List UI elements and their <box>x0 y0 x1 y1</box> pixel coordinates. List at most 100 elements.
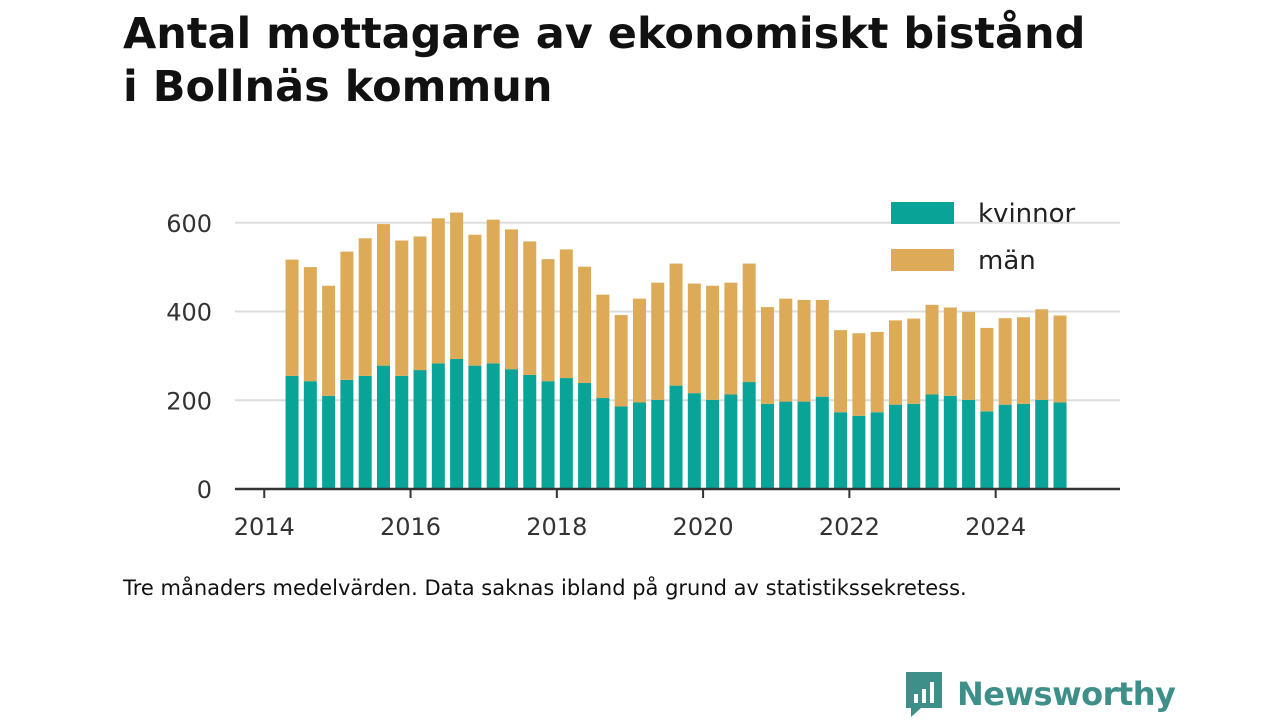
bar-man <box>322 285 336 396</box>
bar-kvinnor <box>797 401 811 489</box>
bar-kvinnor <box>468 365 482 489</box>
bar-kvinnor <box>523 374 537 489</box>
legend-label-man: män <box>978 246 1036 276</box>
bar-kvinnor <box>285 375 299 489</box>
bar-kvinnor <box>1016 403 1030 489</box>
x-tick-label: 2020 <box>673 513 734 541</box>
bar-man <box>706 285 720 400</box>
bar-man <box>486 219 500 364</box>
bar-kvinnor <box>815 396 829 489</box>
bar-man <box>943 307 957 396</box>
bar-man <box>1053 315 1067 403</box>
bar-man <box>998 318 1012 405</box>
bar-kvinnor <box>925 394 939 489</box>
bar-man <box>578 266 592 383</box>
bar-kvinnor <box>358 375 372 489</box>
bar-man <box>724 282 738 395</box>
bar-man <box>376 224 390 366</box>
bar-kvinnor <box>907 403 921 489</box>
bar-man <box>797 299 811 402</box>
bar-kvinnor <box>486 363 500 489</box>
bar-man <box>852 333 866 416</box>
brand-logo: Newsworthy <box>903 668 1176 720</box>
bar-man <box>431 218 445 364</box>
bar-kvinnor <box>413 370 427 489</box>
x-tick-label: 2018 <box>526 513 587 541</box>
bar-man <box>687 283 701 394</box>
bar-kvinnor <box>450 358 464 489</box>
bar-kvinnor <box>303 381 317 489</box>
chart-title-line-2: i Bollnäs kommun <box>123 62 553 112</box>
bar-kvinnor <box>669 385 683 489</box>
bar-man <box>614 315 628 407</box>
bar-man <box>559 249 573 379</box>
bar-man <box>395 240 409 376</box>
bar-man <box>742 263 756 383</box>
bar-kvinnor <box>687 393 701 489</box>
bar-kvinnor <box>395 375 409 489</box>
bar-man <box>523 241 537 375</box>
bar-kvinnor <box>870 412 884 489</box>
bar-kvinnor <box>559 378 573 489</box>
bar-kvinnor <box>834 412 848 489</box>
bar-man <box>962 311 976 400</box>
y-tick-label: 0 <box>197 476 212 504</box>
bar-man <box>340 251 354 380</box>
chart-note: Tre månaders medelvärden. Data saknas ib… <box>123 576 967 600</box>
bar-man <box>651 282 665 400</box>
x-tick-label: 2014 <box>234 513 295 541</box>
bar-kvinnor <box>962 399 976 489</box>
bar-man <box>413 236 427 371</box>
bar-kvinnor <box>742 382 756 489</box>
bar-kvinnor <box>998 404 1012 489</box>
legend-swatch-kvinnor <box>891 202 954 224</box>
legend-label-kvinnor: kvinnor <box>978 199 1076 229</box>
x-tick-label: 2024 <box>965 513 1026 541</box>
brand-name: Newsworthy <box>957 675 1176 713</box>
bar-kvinnor <box>651 399 665 489</box>
bar-man <box>596 294 610 399</box>
bar-man <box>779 298 793 402</box>
bar-kvinnor <box>541 381 555 489</box>
chart-title-line-1: Antal mottagare av ekonomiskt bistånd <box>123 9 1086 59</box>
bar-kvinnor <box>504 369 518 489</box>
y-tick-label: 200 <box>166 387 212 415</box>
bar-kvinnor <box>614 406 628 489</box>
bar-man <box>632 298 646 403</box>
bar-man <box>980 327 994 412</box>
bar-kvinnor <box>760 403 774 489</box>
bar-kvinnor <box>980 411 994 489</box>
bar-man <box>1016 317 1030 404</box>
bar-man <box>907 318 921 404</box>
y-tick-label: 600 <box>166 210 212 238</box>
bar-kvinnor <box>888 404 902 489</box>
newsworthy-logo-icon <box>906 672 942 717</box>
bar-man <box>834 330 848 413</box>
bar-man <box>870 331 884 413</box>
bar-kvinnor <box>1035 399 1049 489</box>
bar-kvinnor <box>578 382 592 489</box>
bar-kvinnor <box>431 363 445 489</box>
bar-man <box>468 234 482 366</box>
x-tick-label: 2022 <box>819 513 880 541</box>
bar-kvinnor <box>322 395 336 489</box>
chart-title: Antal mottagare av ekonomiskt bistånd i … <box>123 8 1223 114</box>
bar-man <box>669 263 683 386</box>
bars <box>285 212 1067 489</box>
legend-swatch-man <box>891 249 954 271</box>
axes: 0 200 400 600 2014 2016 2018 2020 2022 2024 <box>166 210 1120 541</box>
y-tick-label: 400 <box>166 299 212 327</box>
bar-man <box>504 229 518 370</box>
bar-man <box>925 304 939 395</box>
bar-kvinnor <box>706 399 720 489</box>
bar-kvinnor <box>779 401 793 489</box>
bar-man <box>303 267 317 382</box>
bar-man <box>1035 309 1049 400</box>
bar-kvinnor <box>376 365 390 489</box>
bar-man <box>450 212 464 359</box>
legend: kvinnor män <box>891 199 1076 276</box>
bar-kvinnor <box>632 402 646 489</box>
bar-man <box>888 320 902 405</box>
bar-kvinnor <box>852 415 866 489</box>
